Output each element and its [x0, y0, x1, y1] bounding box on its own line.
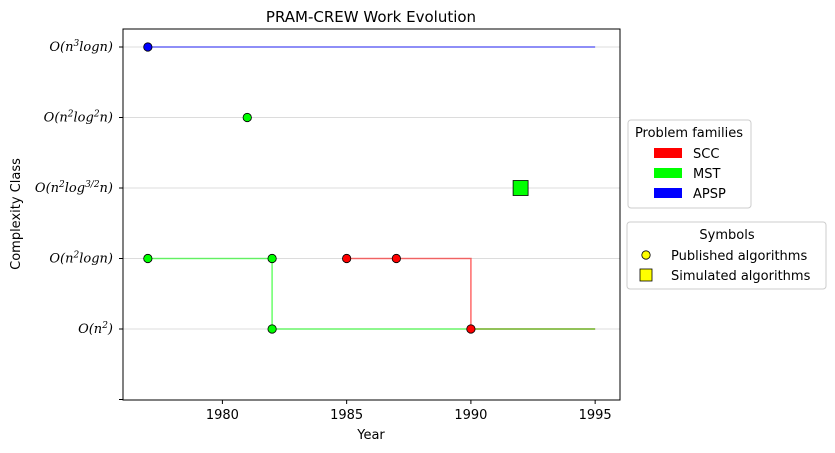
plot-frame — [122, 28, 621, 401]
published-point-scc — [391, 253, 401, 264]
legend-symbol-label: Simulated algorithms — [671, 269, 811, 284]
legend-symbols-title: Symbols — [699, 228, 754, 243]
published-point-scc — [466, 324, 476, 334]
legend-families-box — [627, 119, 752, 209]
legend-swatch-scc — [654, 148, 682, 158]
data-markers — [143, 42, 529, 334]
y-axis: O(n2) O(n2logn) O(n2log3/2n) O(n2log2n) O(n3… — [35, 39, 123, 400]
legend-symbol-square — [639, 268, 653, 282]
legend-symbols: Symbols Published algorithms Simulated al… — [626, 221, 827, 290]
published-point-apsp — [143, 42, 153, 52]
legend-symbol-label: Published algorithms — [671, 249, 807, 264]
legend-problem-families: Problem families SCC MST APSP — [627, 119, 752, 209]
x-tick-label: 1990 — [454, 408, 487, 423]
published-point-scc — [342, 253, 352, 264]
series-lines — [147, 46, 596, 330]
published-point-mst — [242, 112, 252, 123]
series-line-scc — [346, 257, 596, 330]
y-axis-label: Complexity Class — [9, 158, 24, 270]
y-tick-label: O(n3logn) — [49, 39, 113, 55]
y-tick-label: O(n2log2n) — [44, 110, 113, 126]
legend-label-apsp: APSP — [693, 187, 726, 202]
y-tick-label: O(n2log3/2n) — [35, 180, 113, 196]
legend-symbol-circle — [641, 250, 651, 260]
y-tick-label: O(n2) — [78, 321, 113, 337]
x-tick-label: 1980 — [206, 408, 239, 423]
x-tick-label: 1985 — [330, 408, 363, 423]
legend-label-mst: MST — [693, 167, 720, 182]
legend-symbols-box — [626, 221, 827, 290]
x-axis-label: Year — [356, 428, 385, 443]
grid — [123, 46, 620, 330]
series-line-mst — [147, 257, 596, 330]
simulated-point-mst — [512, 180, 529, 196]
y-tick-label: O(n2logn) — [49, 251, 113, 267]
legend-swatch-apsp — [654, 188, 682, 198]
x-axis: 1980 1985 1990 1995 — [206, 400, 612, 423]
published-point-mst — [267, 324, 277, 334]
chart-title: PRAM-CREW Work Evolution — [266, 8, 476, 26]
legend-families-title: Problem families — [635, 126, 743, 141]
published-point-mst — [143, 253, 153, 264]
published-point-mst — [267, 253, 277, 264]
legend-label-scc: SCC — [693, 147, 719, 162]
x-tick-label: 1995 — [579, 408, 612, 423]
legend-swatch-mst — [654, 168, 682, 178]
